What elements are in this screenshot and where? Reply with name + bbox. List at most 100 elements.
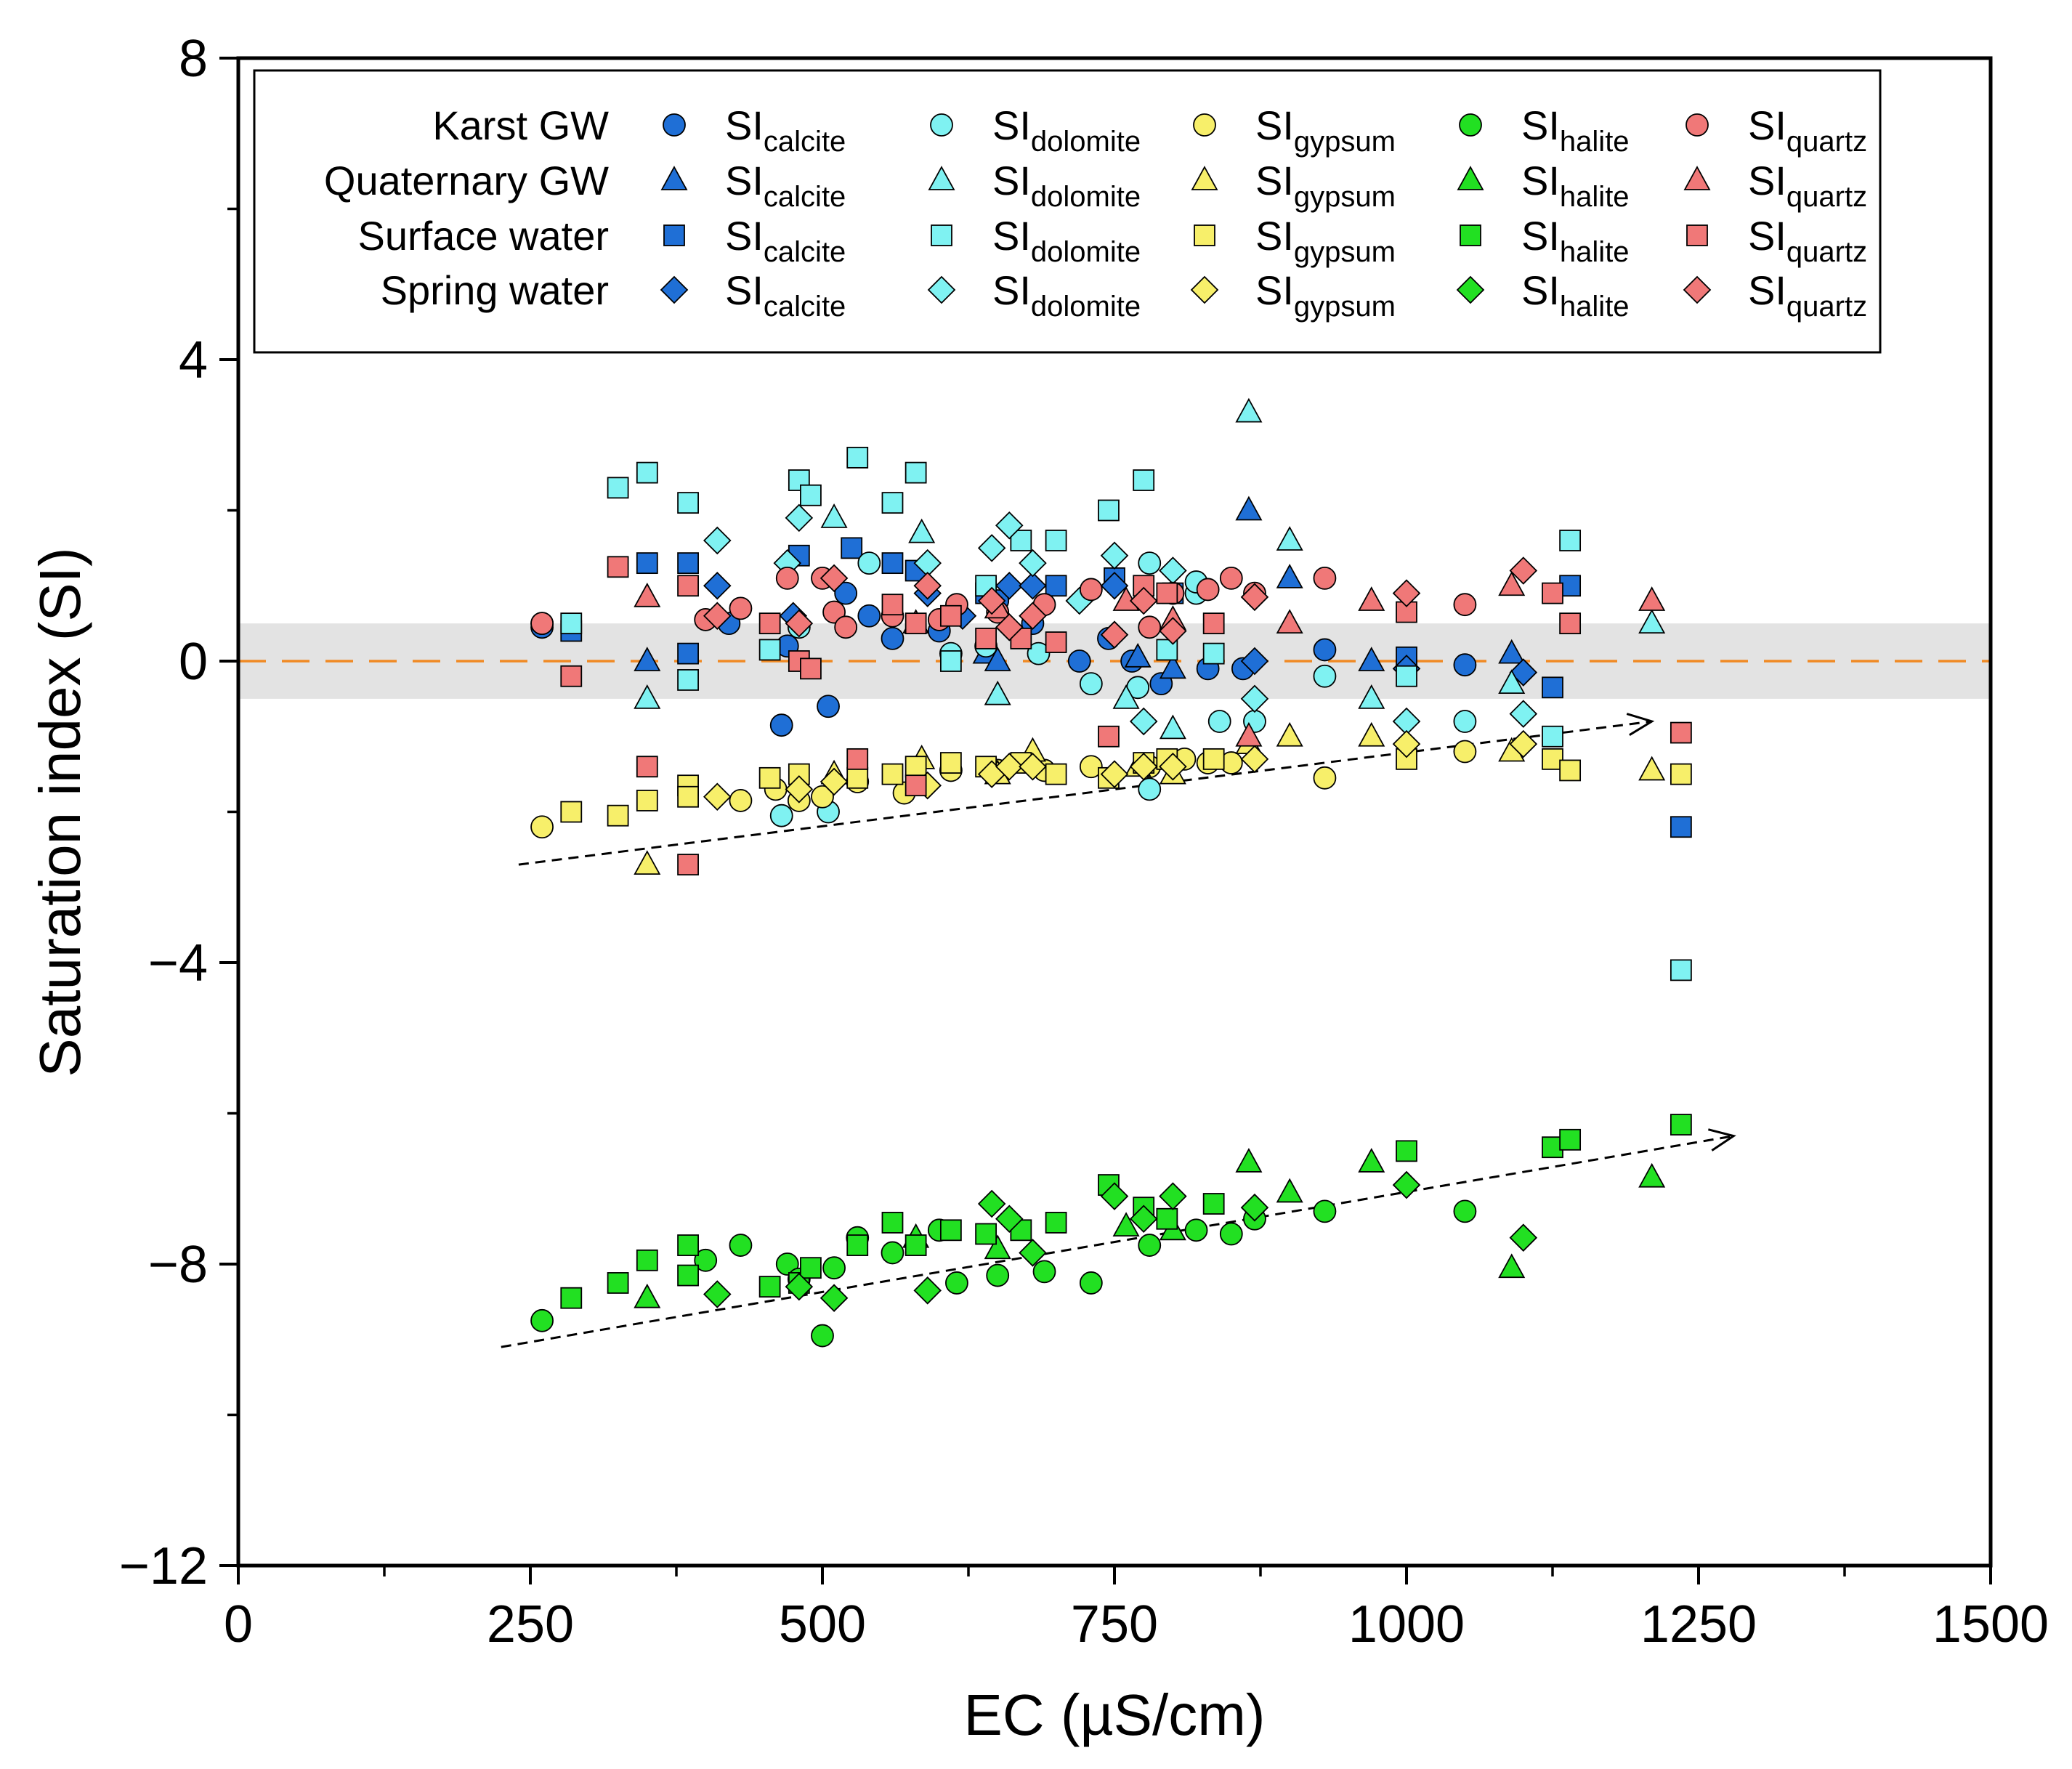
halite-square-point — [939, 1219, 962, 1242]
halite-square-point — [758, 1276, 781, 1298]
halite-square-point — [677, 1234, 699, 1256]
gypsum-diamond-point — [1509, 729, 1538, 758]
quartz-diamond-point — [785, 609, 814, 638]
quartz-square-point — [677, 854, 699, 876]
gypsum-square-point — [905, 756, 927, 778]
legend-label-dolomite: SIdolomite — [992, 267, 1141, 323]
gypsum-diamond-point — [785, 775, 814, 803]
x-tick-label: 500 — [779, 1595, 866, 1653]
quartz-triangle-point — [1358, 586, 1385, 611]
halite-triangle-point — [1638, 1162, 1666, 1188]
quartz-square-point — [677, 575, 699, 597]
dolomite-triangle-point — [1112, 684, 1140, 709]
series-halite-surface — [560, 1114, 1692, 1309]
gypsum-square-point — [677, 785, 699, 808]
quartz-square-point — [636, 756, 658, 778]
legend-label-quartz: SIquartz — [1748, 267, 1867, 323]
quartz-square-point — [1559, 612, 1582, 635]
series-halite-spring — [703, 1170, 1538, 1312]
dolomite-square-point — [1559, 530, 1582, 551]
halite-square-point — [975, 1223, 997, 1245]
legend-marker-halite — [1459, 113, 1482, 137]
quartz-diamond-point — [703, 602, 732, 631]
dolomite-square-point — [560, 612, 583, 635]
calcite-triangle-point — [984, 647, 1011, 671]
calcite-circle-point — [817, 695, 840, 718]
quartz-square-point — [800, 657, 822, 680]
legend-marker-gypsum — [1191, 166, 1218, 190]
halite-triangle-point — [1276, 1178, 1303, 1203]
legend-label-gypsum: SIgypsum — [1255, 267, 1396, 323]
quartz-diamond-point — [1240, 583, 1269, 612]
legend-marker-halite — [1456, 275, 1485, 304]
gypsum-circle-point — [1079, 755, 1103, 779]
legend-marker-quartz — [1683, 166, 1711, 190]
halite-diamond-point — [820, 1284, 849, 1312]
calcite-diamond-point — [1019, 571, 1047, 600]
x-tick-label: 0 — [224, 1595, 253, 1653]
quartz-diamond-point — [1509, 556, 1538, 585]
halite-square-point — [636, 1249, 658, 1271]
gypsum-diamond-point — [1100, 760, 1129, 788]
legend-marker-calcite — [660, 275, 689, 304]
calcite-square-point — [881, 552, 904, 575]
calcite-triangle-point — [1498, 639, 1526, 664]
halite-circle-point — [1313, 1199, 1337, 1223]
gypsum-circle-point — [1453, 740, 1477, 764]
halite-diamond-point — [785, 1272, 814, 1301]
gypsum-diamond-point — [995, 752, 1024, 781]
quartz-square-point — [1098, 725, 1120, 748]
dolomite-square-point — [677, 492, 699, 514]
quartz-square-point — [1202, 612, 1225, 635]
series-quartz-karst — [530, 566, 1477, 639]
calcite-diamond-point — [1100, 571, 1129, 600]
halite-circle-point — [986, 1263, 1010, 1287]
calcite-triangle-point — [1276, 564, 1303, 588]
halite-square-point — [560, 1287, 583, 1309]
y-tick-label: 8 — [179, 30, 208, 88]
dolomite-diamond-point — [1240, 684, 1269, 713]
quartz-circle-point — [1219, 566, 1243, 590]
calcite-square-point — [1045, 575, 1067, 597]
data-points — [530, 397, 1692, 1348]
quartz-circle-point — [729, 596, 753, 620]
halite-triangle-point — [1498, 1253, 1526, 1279]
legend-marker-halite — [1460, 224, 1481, 246]
halite-circle-point — [822, 1256, 846, 1280]
dolomite-triangle-point — [1638, 609, 1666, 634]
series-dolomite-karst — [530, 551, 1477, 827]
dolomite-triangle-point — [1235, 397, 1263, 423]
halite-square-point — [1010, 1219, 1032, 1242]
legend-label-gypsum: SIgypsum — [1255, 213, 1396, 268]
calcite-diamond-point — [703, 571, 732, 600]
halite-trend-arrowhead — [1707, 1128, 1736, 1151]
legend-row-label: Surface water — [358, 213, 610, 259]
gypsum-square-point — [1045, 763, 1067, 785]
halite-triangle-point — [984, 1234, 1011, 1260]
legend-row-labels: Karst GW Quaternary GW Surface water Spring… — [324, 102, 609, 313]
halite-square-point — [1670, 1114, 1692, 1136]
halite-diamond-point — [1019, 1239, 1047, 1267]
dolomite-circle-point — [1453, 710, 1477, 733]
dolomite-circle-point — [769, 803, 793, 827]
quartz-diamond-point — [820, 564, 849, 593]
calcite-square-point — [677, 642, 699, 665]
legend-box — [253, 69, 1882, 354]
dolomite-diamond-point — [1019, 548, 1047, 578]
legend-label-gypsum: SIgypsum — [1255, 158, 1396, 213]
halite-circle-point — [530, 1308, 554, 1332]
dolomite-circle-point — [1313, 664, 1337, 688]
quartz-square-point — [905, 774, 927, 797]
legend-row-label: Quaternary GW — [324, 158, 609, 203]
calcite-square-point — [1670, 816, 1692, 838]
quartz-square-point — [560, 665, 583, 687]
quartz-square-point — [905, 612, 927, 635]
halite-triangle-point — [1235, 1148, 1263, 1173]
legend: Karst GW Quaternary GW Surface water Spring… — [253, 69, 1882, 354]
gypsum-square-point — [607, 804, 629, 827]
quartz-triangle-point — [1276, 609, 1303, 634]
gypsum-square-point — [1559, 759, 1582, 782]
gypsum-square-point — [636, 790, 658, 811]
legend-marker-calcite — [663, 224, 685, 246]
halite-circle-point — [881, 1241, 905, 1265]
